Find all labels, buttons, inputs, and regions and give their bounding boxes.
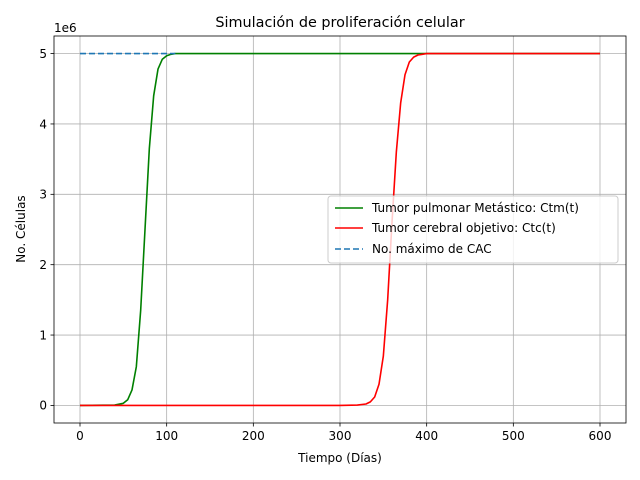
y-tick-label: 4 bbox=[39, 117, 47, 131]
x-tick-label: 300 bbox=[329, 429, 352, 443]
y-tick-label: 5 bbox=[39, 47, 47, 61]
y-tick-label: 1 bbox=[39, 328, 47, 342]
legend-box bbox=[327, 195, 619, 264]
x-tick-label: 200 bbox=[242, 429, 265, 443]
y-tick-label: 2 bbox=[39, 258, 47, 272]
x-tick-label: 100 bbox=[155, 429, 178, 443]
x-tick-label: 0 bbox=[76, 429, 84, 443]
x-axis-label: Tiempo (Días) bbox=[297, 451, 382, 465]
y-axis-label: No. Células bbox=[14, 195, 28, 262]
x-tick-label: 400 bbox=[415, 429, 438, 443]
legend-label-ctc: Tumor cerebral objetivo: Ctc(t) bbox=[371, 221, 556, 235]
x-tick-label: 500 bbox=[502, 429, 525, 443]
x-tick-label: 600 bbox=[589, 429, 612, 443]
series-line-ctm bbox=[79, 52, 600, 407]
y-tick-label: 3 bbox=[39, 188, 47, 202]
legend-label-cac: No. máximo de CAC bbox=[372, 242, 492, 256]
y-axis-multiplier: 1e6 bbox=[54, 21, 77, 35]
legend: Tumor pulmonar Metástico: Ctm(t) Tumor c… bbox=[327, 195, 619, 264]
y-tick-label: 0 bbox=[39, 399, 47, 413]
chart-title: Simulación de proliferación celular bbox=[215, 15, 464, 31]
ticks: 0 100 200 300 400 500 600 0 1 2 3 4 5 bbox=[39, 47, 611, 443]
legend-label-ctm: Tumor pulmonar Metástico: Ctm(t) bbox=[371, 201, 579, 215]
